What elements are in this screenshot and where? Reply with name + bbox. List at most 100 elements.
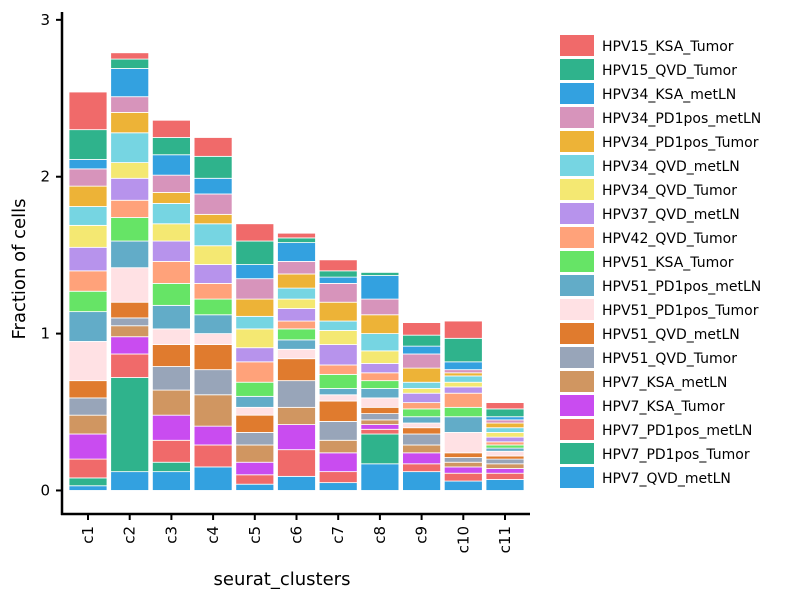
bar-segment-c9-HPV34_KSA_metLN bbox=[402, 345, 442, 355]
legend-swatch-HPV15_QVD_Tumor bbox=[560, 59, 594, 80]
bar-segment-c3-HPV7_PD1pos_metLN bbox=[151, 439, 191, 463]
legend-swatch-HPV34_QVD_Tumor bbox=[560, 179, 594, 200]
bar-segment-c10-HPV42_QVD_Tumor bbox=[443, 392, 483, 408]
bar-segment-c6-HPV34_KSA_metLN bbox=[277, 242, 316, 262]
bar-segment-c10-HPV34_PD1pos_metLN bbox=[443, 369, 483, 374]
bar-segment-c1-HPV7_KSA_Tumor bbox=[68, 433, 108, 460]
bar-segment-c11-HPV34_QVD_metLN bbox=[485, 427, 525, 433]
bar-segment-c1-HPV51_PD1pos_metLN bbox=[68, 311, 108, 342]
x-tick-label-c11: c11 bbox=[496, 526, 514, 553]
bar-segment-c2-HPV51_QVD_Tumor bbox=[110, 317, 150, 327]
bar-segment-c5-HPV51_PD1pos_metLN bbox=[235, 395, 275, 408]
bar-segment-c7-HPV51_QVD_metLN bbox=[318, 400, 358, 422]
bar-segment-c9-HPV34_PD1pos_Tumor bbox=[402, 367, 442, 383]
bar-segment-c11-HPV51_KSA_Tumor bbox=[485, 444, 525, 449]
bar-segment-c4-HPV7_QVD_metLN bbox=[193, 466, 233, 491]
bar-segment-c10-HPV7_QVD_metLN bbox=[443, 480, 483, 491]
legend-label-HPV7_KSA_Tumor: HPV7_KSA_Tumor bbox=[602, 399, 725, 415]
x-tick-label-c6: c6 bbox=[288, 526, 306, 544]
bar-segment-c3-HPV34_QVD_Tumor bbox=[151, 223, 191, 242]
bar-segment-c11-HPV7_KSA_Tumor bbox=[485, 468, 525, 474]
bar-segment-c10-HPV15_KSA_Tumor bbox=[443, 320, 483, 339]
legend-swatch-HPV34_PD1pos_metLN bbox=[560, 107, 594, 128]
bar-segment-c11-HPV42_QVD_Tumor bbox=[485, 441, 525, 446]
y-tick-label: 1 bbox=[40, 325, 50, 343]
bar-segment-c7-HPV34_PD1pos_Tumor bbox=[318, 301, 358, 322]
bar-segment-c8-HPV34_QVD_metLN bbox=[360, 333, 400, 352]
bar-segment-c7-HPV15_QVD_Tumor bbox=[318, 270, 358, 278]
bar-segment-c6-HPV15_QVD_Tumor bbox=[277, 237, 316, 244]
bar-segment-c3-HPV34_QVD_metLN bbox=[151, 202, 191, 225]
bar-segment-c3-HPV15_KSA_Tumor bbox=[151, 119, 191, 138]
bar-segment-c11-HPV34_KSA_metLN bbox=[485, 416, 525, 421]
bar-segment-c9-HPV51_PD1pos_Tumor bbox=[402, 422, 442, 429]
bar-segment-c7-HPV15_KSA_Tumor bbox=[318, 259, 358, 272]
bar-segment-c1-HPV51_QVD_Tumor bbox=[68, 397, 108, 416]
x-tick-label-c8: c8 bbox=[371, 526, 389, 544]
bar-segment-c8-HPV34_QVD_Tumor bbox=[360, 350, 400, 364]
bar-segment-c3-HPV7_QVD_metLN bbox=[151, 471, 191, 491]
bar-segment-c4-HPV37_QVD_metLN bbox=[193, 264, 233, 284]
bar-segment-c6-HPV34_QVD_Tumor bbox=[277, 298, 316, 309]
bar-segment-c7-HPV34_PD1pos_metLN bbox=[318, 282, 358, 303]
bar-segment-c10-HPV51_QVD_Tumor bbox=[443, 457, 483, 463]
bar-segment-c7-HPV34_QVD_Tumor bbox=[318, 330, 358, 345]
bar-segment-c9-HPV51_QVD_metLN bbox=[402, 427, 442, 435]
bar-segment-c8-HPV34_PD1pos_Tumor bbox=[360, 314, 400, 334]
bar-segment-c8-HPV51_PD1pos_metLN bbox=[360, 388, 400, 399]
bar-segment-c8-HPV7_KSA_metLN bbox=[360, 419, 400, 425]
legend-swatch-HPV7_PD1pos_metLN bbox=[560, 419, 594, 440]
bar-segment-c5-HPV7_KSA_metLN bbox=[235, 444, 275, 463]
legend-label-HPV7_QVD_metLN: HPV7_QVD_metLN bbox=[602, 471, 731, 487]
bar-segment-c7-HPV7_KSA_metLN bbox=[318, 439, 358, 454]
bar-segment-c9-HPV51_QVD_Tumor bbox=[402, 433, 442, 446]
legend-label-HPV15_QVD_Tumor: HPV15_QVD_Tumor bbox=[602, 63, 737, 79]
bar-segment-c9-HPV34_PD1pos_metLN bbox=[402, 353, 442, 369]
bar-segment-c3-HPV37_QVD_metLN bbox=[151, 240, 191, 262]
bar-segment-c8-HPV42_QVD_Tumor bbox=[360, 372, 400, 382]
bar-segment-c8-HPV15_QVD_Tumor bbox=[360, 272, 400, 276]
bar-segment-c9-HPV15_KSA_Tumor bbox=[402, 322, 442, 336]
bar-segment-c3-HPV7_KSA_metLN bbox=[151, 389, 191, 416]
legend-label-HPV51_PD1pos_Tumor: HPV51_PD1pos_Tumor bbox=[602, 303, 759, 319]
bar-segment-c1-HPV15_KSA_Tumor bbox=[68, 91, 108, 131]
bar-segment-c8-HPV51_PD1pos_Tumor bbox=[360, 397, 400, 408]
legend-swatch-HPV7_QVD_metLN bbox=[560, 467, 594, 488]
legend-label-HPV51_PD1pos_metLN: HPV51_PD1pos_metLN bbox=[602, 279, 761, 295]
bar-segment-c11-HPV51_PD1pos_metLN bbox=[485, 447, 525, 452]
bar-segment-c2-HPV7_PD1pos_metLN bbox=[110, 353, 150, 378]
bars-layer bbox=[68, 52, 525, 491]
bar-segment-c8-HPV34_KSA_metLN bbox=[360, 275, 400, 300]
bar-segment-c9-HPV51_KSA_Tumor bbox=[402, 408, 442, 418]
bar-segment-c6-HPV7_PD1pos_metLN bbox=[277, 449, 316, 477]
bar-segment-c11-HPV51_QVD_metLN bbox=[485, 455, 525, 460]
legend-label-HPV7_PD1pos_metLN: HPV7_PD1pos_metLN bbox=[602, 423, 752, 439]
bar-segment-c1-HPV34_PD1pos_Tumor bbox=[68, 185, 108, 207]
bar-segment-c8-HPV7_PD1pos_Tumor bbox=[360, 433, 400, 465]
legend-swatch-HPV7_KSA_metLN bbox=[560, 371, 594, 392]
bar-segment-c1-HPV7_KSA_metLN bbox=[68, 414, 108, 435]
bar-segment-c1-HPV7_QVD_metLN bbox=[68, 485, 108, 491]
bar-segment-c1-HPV34_PD1pos_metLN bbox=[68, 168, 108, 187]
legend-swatch-HPV7_KSA_Tumor bbox=[560, 395, 594, 416]
bar-segment-c7-HPV34_QVD_metLN bbox=[318, 320, 358, 331]
bar-segment-c10-HPV34_QVD_Tumor bbox=[443, 381, 483, 388]
bar-segment-c10-HPV34_PD1pos_Tumor bbox=[443, 372, 483, 377]
bar-segment-c6-HPV34_QVD_metLN bbox=[277, 287, 316, 300]
legend-swatch-HPV51_KSA_Tumor bbox=[560, 251, 594, 272]
bar-segment-c2-HPV34_PD1pos_metLN bbox=[110, 96, 150, 113]
bar-segment-c7-HPV7_KSA_Tumor bbox=[318, 452, 358, 473]
bar-segment-c3-HPV51_KSA_Tumor bbox=[151, 282, 191, 306]
legend-swatch-HPV51_QVD_metLN bbox=[560, 323, 594, 344]
legend-label-HPV37_QVD_metLN: HPV37_QVD_metLN bbox=[602, 207, 740, 223]
bar-segment-c5-HPV34_PD1pos_Tumor bbox=[235, 298, 275, 317]
bar-segment-c5-HPV51_PD1pos_Tumor bbox=[235, 406, 275, 416]
bar-segment-c4-HPV51_PD1pos_metLN bbox=[193, 314, 233, 334]
legend-label-HPV51_QVD_Tumor: HPV51_QVD_Tumor bbox=[602, 351, 737, 367]
bar-segment-c6-HPV37_QVD_metLN bbox=[277, 308, 316, 322]
bar-segment-c6-HPV7_KSA_Tumor bbox=[277, 424, 316, 451]
legend-label-HPV7_KSA_metLN: HPV7_KSA_metLN bbox=[602, 375, 727, 391]
bar-segment-c4-HPV34_QVD_metLN bbox=[193, 223, 233, 247]
bar-segment-c1-HPV34_QVD_metLN bbox=[68, 206, 108, 226]
x-tick-label-c7: c7 bbox=[329, 526, 347, 544]
